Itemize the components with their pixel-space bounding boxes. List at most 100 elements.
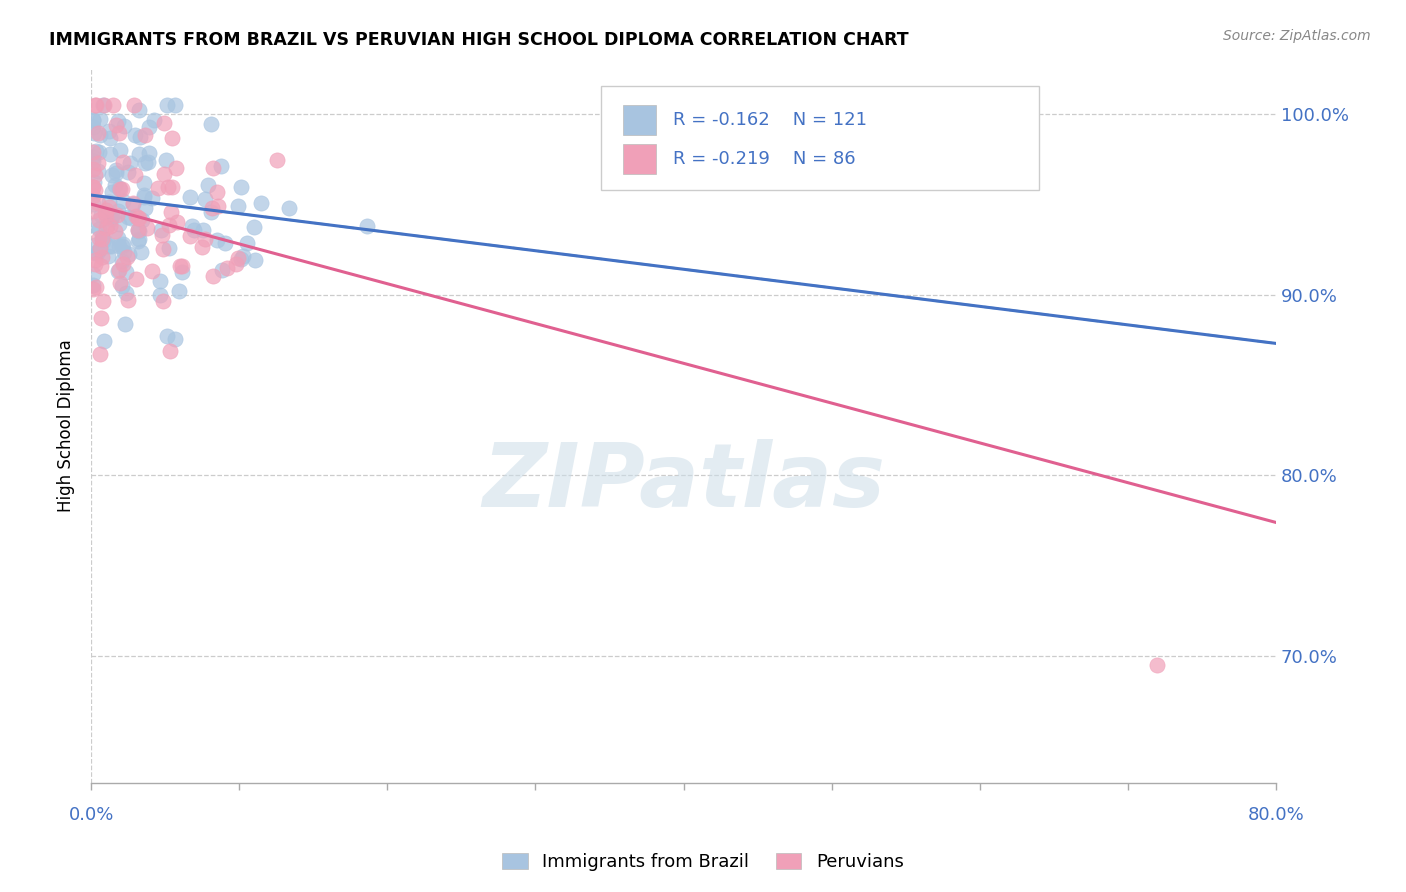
Point xyxy=(114,317,136,331)
Point xyxy=(202,268,225,283)
Point xyxy=(124,209,146,223)
Text: ZIPatlas: ZIPatlas xyxy=(482,440,884,526)
Point xyxy=(86,245,108,260)
Point xyxy=(162,179,184,194)
Point xyxy=(83,252,105,267)
Point xyxy=(114,286,136,301)
Point xyxy=(159,343,181,358)
Point xyxy=(100,210,122,224)
Point xyxy=(104,166,127,180)
Point xyxy=(125,271,148,285)
Point xyxy=(157,218,180,232)
Point xyxy=(127,234,149,248)
Point xyxy=(150,223,173,237)
Point xyxy=(117,250,139,264)
Point xyxy=(82,145,104,160)
Text: R = -0.219    N = 86: R = -0.219 N = 86 xyxy=(673,150,855,168)
Point xyxy=(156,329,179,343)
Point xyxy=(207,198,229,212)
Point xyxy=(143,112,166,127)
Point xyxy=(94,210,117,224)
Point xyxy=(165,97,187,112)
Point xyxy=(149,288,172,302)
Point xyxy=(193,223,215,237)
Point xyxy=(91,232,114,246)
Point xyxy=(128,211,150,225)
Point xyxy=(200,117,222,131)
Point xyxy=(111,181,134,195)
Point xyxy=(148,181,170,195)
Point xyxy=(84,238,107,252)
Point xyxy=(229,180,252,194)
Point xyxy=(101,97,124,112)
Point xyxy=(117,293,139,307)
Point xyxy=(225,257,247,271)
Point xyxy=(134,155,156,169)
Point xyxy=(229,252,252,266)
Point xyxy=(135,221,157,235)
Point xyxy=(134,201,156,215)
Point xyxy=(84,145,107,159)
Point xyxy=(86,164,108,178)
Point xyxy=(163,332,186,346)
Point xyxy=(89,347,111,361)
Point xyxy=(100,147,122,161)
FancyBboxPatch shape xyxy=(600,87,1039,190)
Point xyxy=(236,235,259,250)
Text: Source: ZipAtlas.com: Source: ZipAtlas.com xyxy=(1223,29,1371,43)
Point xyxy=(87,231,110,245)
Point xyxy=(97,124,120,138)
Point xyxy=(82,267,104,281)
Point xyxy=(107,114,129,128)
Point xyxy=(181,219,204,233)
Point xyxy=(157,241,180,255)
Point xyxy=(107,264,129,278)
Point xyxy=(84,256,107,270)
Point xyxy=(93,231,115,245)
Point xyxy=(90,250,112,264)
Point xyxy=(356,219,378,233)
Point xyxy=(266,153,288,167)
Point xyxy=(87,145,110,159)
Point xyxy=(82,112,104,127)
Point xyxy=(82,153,104,168)
Point xyxy=(132,190,155,204)
Point xyxy=(167,285,190,299)
Point xyxy=(82,189,104,203)
Point xyxy=(91,235,114,249)
Point xyxy=(132,187,155,202)
Point xyxy=(169,260,191,274)
Point xyxy=(153,116,176,130)
Point xyxy=(209,160,232,174)
Point xyxy=(105,163,128,178)
Point xyxy=(211,262,233,277)
Point xyxy=(83,126,105,140)
Point xyxy=(165,161,187,175)
Point xyxy=(82,113,104,128)
Point xyxy=(94,221,117,235)
Point xyxy=(122,196,145,211)
Point xyxy=(89,310,111,325)
Point xyxy=(108,218,131,232)
Point xyxy=(108,143,131,157)
Point xyxy=(93,294,115,309)
Point xyxy=(120,211,142,225)
Point xyxy=(232,249,254,263)
Point xyxy=(104,118,127,132)
Point xyxy=(110,278,132,293)
Point xyxy=(96,218,118,232)
Point xyxy=(228,199,250,213)
Point xyxy=(105,208,128,222)
Point xyxy=(160,130,183,145)
Point xyxy=(122,97,145,112)
Point xyxy=(90,208,112,222)
Point xyxy=(107,126,129,140)
Point xyxy=(108,181,131,195)
Point xyxy=(112,237,135,252)
Point xyxy=(91,234,114,248)
Point xyxy=(91,230,114,244)
Point xyxy=(89,112,111,126)
Point xyxy=(83,175,105,189)
Point xyxy=(111,253,134,268)
Point xyxy=(136,155,159,169)
